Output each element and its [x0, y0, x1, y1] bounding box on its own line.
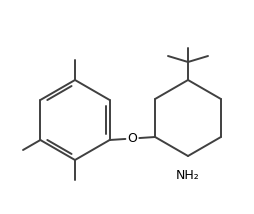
Text: NH₂: NH₂ [176, 169, 200, 182]
Text: O: O [128, 132, 137, 145]
